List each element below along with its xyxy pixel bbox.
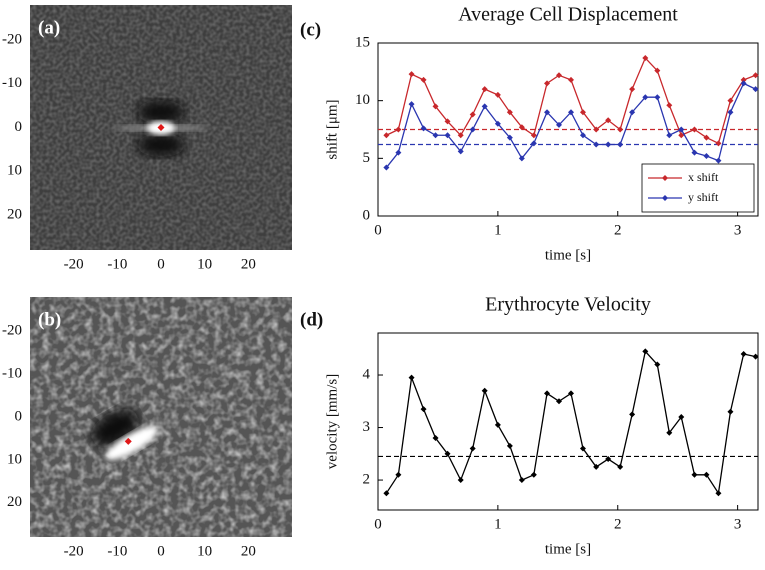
point bbox=[605, 141, 611, 147]
x-tick-label: 10 bbox=[197, 543, 212, 559]
x-tick-label: -20 bbox=[64, 256, 84, 272]
x-tick-label: -20 bbox=[64, 543, 84, 559]
y-tick-label: 4 bbox=[363, 366, 371, 382]
point bbox=[568, 77, 574, 83]
x-tick-label: -10 bbox=[107, 543, 127, 559]
point bbox=[654, 94, 660, 100]
point bbox=[666, 102, 672, 108]
y-tick-label: 2 bbox=[363, 471, 371, 487]
chart-title: Erythrocyte Velocity bbox=[485, 294, 651, 316]
y-tick-label: -20 bbox=[2, 31, 22, 47]
legend-label: x shift bbox=[688, 170, 719, 184]
figure: -20-1001020-20-1001020(a)-20-1001020-20-… bbox=[0, 0, 765, 570]
y-tick-label: 3 bbox=[363, 419, 371, 435]
x-tick-label: 2 bbox=[614, 516, 622, 532]
x-tick-label: 20 bbox=[241, 256, 256, 272]
series-line bbox=[386, 83, 755, 167]
x-tick-label: 1 bbox=[494, 222, 502, 238]
series-line bbox=[386, 351, 755, 493]
point bbox=[741, 80, 747, 86]
point bbox=[482, 86, 488, 92]
y-tick-label: 20 bbox=[7, 494, 22, 510]
x-axis-label: time [s] bbox=[545, 541, 591, 557]
x-tick-label: 10 bbox=[197, 256, 212, 272]
point bbox=[715, 158, 721, 164]
point bbox=[421, 406, 427, 412]
point bbox=[470, 112, 476, 118]
point bbox=[531, 472, 537, 478]
point bbox=[470, 446, 476, 452]
point bbox=[629, 411, 635, 417]
y-tick-label: -20 bbox=[2, 323, 22, 339]
x-tick-label: 0 bbox=[157, 256, 165, 272]
point bbox=[715, 140, 721, 146]
panel-label: (d) bbox=[300, 309, 323, 330]
point bbox=[433, 132, 439, 138]
point bbox=[629, 86, 635, 92]
point bbox=[421, 125, 427, 131]
point bbox=[395, 127, 401, 133]
y-tick-label: -10 bbox=[2, 75, 22, 91]
point bbox=[409, 375, 415, 381]
series-line bbox=[386, 58, 755, 143]
point bbox=[458, 477, 464, 483]
y-tick-label: 10 bbox=[7, 163, 22, 179]
x-tick-label: 0 bbox=[157, 543, 165, 559]
panel-label: (a) bbox=[38, 17, 60, 38]
point bbox=[617, 141, 623, 147]
x-axis-label: time [s] bbox=[545, 247, 591, 263]
page: -20-1001020-20-1001020(a)-20-1001020-20-… bbox=[0, 0, 765, 570]
plot-frame bbox=[378, 333, 758, 510]
x-tick-label: 3 bbox=[734, 222, 742, 238]
y-axis-label: shift [μm] bbox=[324, 99, 340, 159]
y-tick-label: 0 bbox=[15, 408, 23, 424]
point bbox=[741, 351, 747, 357]
point bbox=[691, 150, 697, 156]
x-tick-label: 1 bbox=[494, 516, 502, 532]
point bbox=[519, 477, 525, 483]
x-tick-label: -10 bbox=[107, 256, 127, 272]
point bbox=[409, 101, 415, 107]
y-tick-label: 0 bbox=[363, 207, 371, 223]
y-tick-label: 20 bbox=[7, 206, 22, 222]
x-tick-label: 0 bbox=[374, 222, 382, 238]
x-tick-label: 20 bbox=[241, 543, 256, 559]
chart-title: Average Cell Displacement bbox=[458, 4, 678, 26]
y-tick-label: 5 bbox=[363, 150, 371, 166]
y-tick-label: 10 bbox=[7, 451, 22, 467]
point bbox=[495, 422, 501, 428]
point bbox=[470, 127, 476, 133]
point bbox=[703, 153, 709, 159]
point bbox=[691, 472, 697, 478]
point bbox=[507, 443, 513, 449]
point bbox=[727, 409, 733, 415]
y-tick-label: -10 bbox=[2, 366, 22, 382]
panel-label: (c) bbox=[300, 19, 321, 40]
y-axis-label: velocity [mm/s] bbox=[324, 374, 340, 469]
image-b bbox=[30, 297, 292, 537]
point bbox=[666, 132, 672, 138]
x-tick-label: 2 bbox=[614, 222, 622, 238]
point bbox=[482, 388, 488, 394]
panel-label: (b) bbox=[38, 309, 61, 330]
y-tick-label: 15 bbox=[355, 34, 370, 50]
y-tick-label: 0 bbox=[15, 119, 23, 135]
point bbox=[421, 77, 427, 83]
point bbox=[383, 132, 389, 138]
y-tick-label: 10 bbox=[355, 92, 370, 108]
point bbox=[409, 71, 415, 77]
legend-label: y shift bbox=[688, 190, 719, 204]
x-tick-label: 3 bbox=[734, 516, 742, 532]
x-tick-label: 0 bbox=[374, 516, 382, 532]
